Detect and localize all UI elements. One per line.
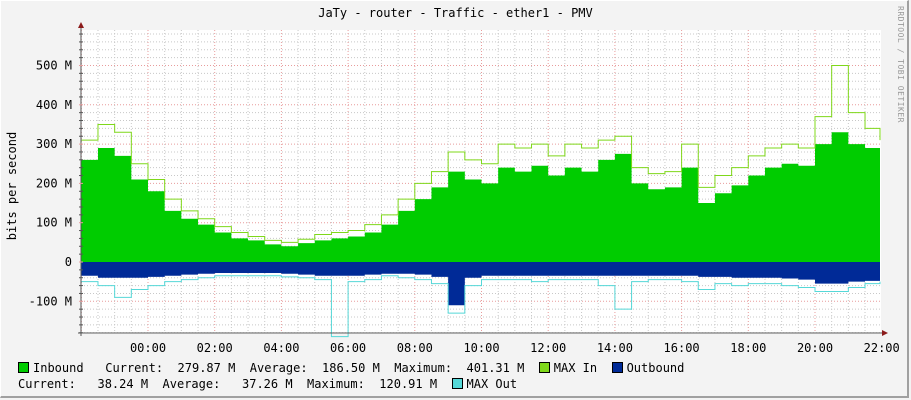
x-tick-label: 02:00 <box>197 341 233 355</box>
x-tick-label: 14:00 <box>597 341 633 355</box>
y-tick-label: 400 M <box>36 98 72 112</box>
outbound-area <box>81 262 881 306</box>
x-tick-label: 10:00 <box>463 341 499 355</box>
max-in-swatch <box>538 362 550 373</box>
outbound-maximum-value: 120.91 M <box>379 377 438 391</box>
y-tick-label: 500 M <box>36 59 72 73</box>
y-tick-label: 300 M <box>36 137 72 151</box>
x-axis-ticks: 00:00 02:00 04:00 06:00 08:00 10:00 12:00 14:00… <box>130 341 900 355</box>
chart-series <box>81 65 881 338</box>
max-in-line <box>81 65 881 243</box>
outbound-current-value: 38.24 M <box>97 377 149 391</box>
max-in-label: MAX In <box>553 361 598 375</box>
inbound-maximum-label: Maximum: <box>394 361 453 375</box>
outbound-average-value: 37.26 M <box>242 377 293 391</box>
outbound-average-label: Average: <box>162 377 221 391</box>
inbound-swatch <box>18 362 29 373</box>
x-tick-label: 16:00 <box>664 341 700 355</box>
outbound-maximum-label: Maximum: <box>307 377 365 391</box>
x-tick-label: 12:00 <box>530 341 566 355</box>
x-tick-label: 18:00 <box>730 341 766 355</box>
inbound-current-value: 279.87 M <box>177 361 236 375</box>
max-out-label: MAX Out <box>466 377 518 391</box>
legend-row-inbound: Inbound Current: 279.87 M Average: 186.5… <box>18 361 684 375</box>
graph-title: JaTy - router - Traffic - ether1 - PMV <box>318 6 593 20</box>
inbound-area <box>81 132 881 262</box>
outbound-swatch <box>611 362 623 373</box>
max-out-swatch <box>451 378 463 389</box>
x-tick-label: 22:00 <box>864 341 900 355</box>
x-axis-arrow-icon <box>882 330 888 336</box>
max-out-line <box>81 275 881 338</box>
outbound-label: Outbound <box>626 361 685 375</box>
legend-row-outbound: Current: 38.24 M Average: 37.26 M Maximu… <box>18 377 517 391</box>
inbound-current-label: Current: <box>105 361 164 375</box>
x-tick-label: 00:00 <box>130 341 166 355</box>
inbound-average-label: Average: <box>249 361 308 375</box>
x-tick-label: 04:00 <box>263 341 299 355</box>
inbound-average-value: 186.50 M <box>322 361 380 375</box>
y-tick-label: 200 M <box>36 176 72 190</box>
chart-axes <box>78 22 888 336</box>
y-tick-label: -100 M <box>29 294 72 308</box>
y-tick-label: 0 <box>65 255 72 269</box>
y-tick-label: 100 M <box>36 216 72 230</box>
inbound-label: Inbound <box>33 361 84 375</box>
y-axis-ticks: 500 M 400 M 300 M 200 M 100 M 0 -100 M <box>29 59 72 309</box>
y-axis-arrow-icon <box>78 22 84 28</box>
rrdtool-watermark: RRDTOOL / TOBI OETIKER <box>896 6 905 123</box>
x-tick-label: 20:00 <box>797 341 833 355</box>
x-tick-label: 06:00 <box>330 341 366 355</box>
x-tick-label: 08:00 <box>397 341 433 355</box>
outbound-current-label: Current: <box>18 377 76 391</box>
inbound-maximum-value: 401.31 M <box>466 361 525 375</box>
